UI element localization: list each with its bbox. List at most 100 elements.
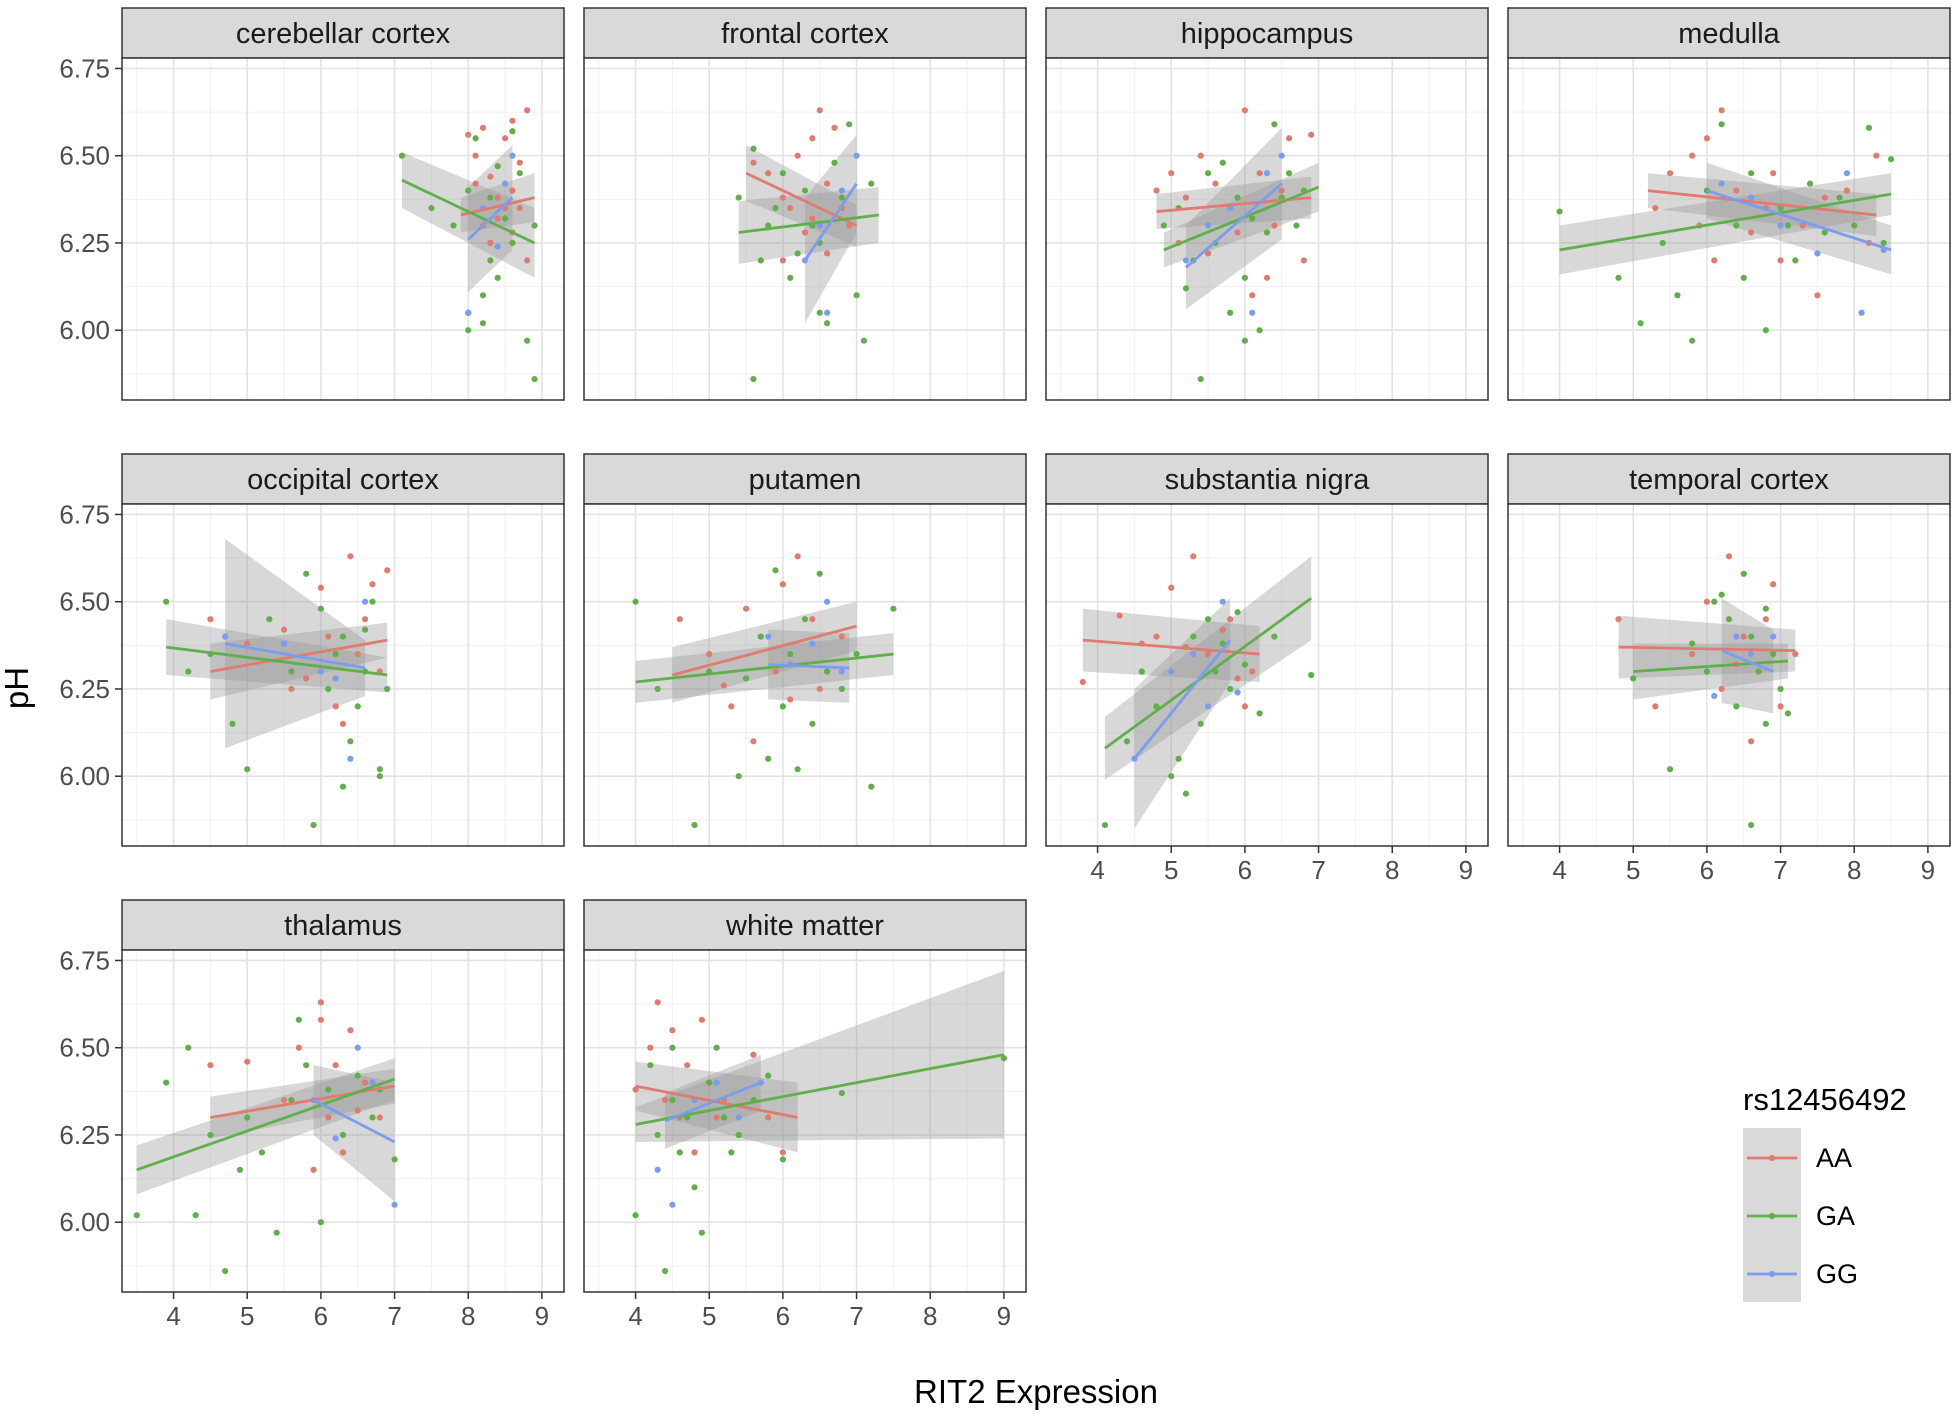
facet-strip-label: medulla bbox=[1678, 18, 1780, 50]
data-point-AA bbox=[1219, 626, 1226, 633]
data-point-AA bbox=[1204, 250, 1212, 257]
data-point-GG bbox=[1190, 650, 1197, 658]
data-point-AA bbox=[816, 685, 823, 693]
data-point-GA bbox=[838, 1089, 845, 1097]
data-point-AA bbox=[280, 626, 288, 633]
data-point-GA bbox=[303, 570, 310, 577]
facet-cerebellar-cortex: cerebellar cortex bbox=[121, 7, 565, 401]
data-point-AA bbox=[1777, 703, 1784, 710]
data-point-GA bbox=[1241, 661, 1248, 668]
data-point-GA bbox=[362, 626, 369, 633]
confidence-band-GA bbox=[401, 152, 535, 278]
data-point-AA bbox=[1718, 107, 1725, 114]
panel-border bbox=[583, 949, 1027, 1293]
data-point-GG bbox=[317, 668, 324, 675]
facet-strip bbox=[583, 453, 1027, 505]
data-point-AA bbox=[1168, 170, 1175, 177]
data-point-GA bbox=[376, 766, 383, 773]
legend-label-AA: AA bbox=[1816, 1143, 1852, 1173]
data-point-GA bbox=[1197, 720, 1204, 727]
data-point-GA bbox=[501, 215, 509, 222]
data-point-GG bbox=[1748, 650, 1755, 658]
facet-strip bbox=[121, 453, 565, 505]
data-point-GA bbox=[1777, 685, 1784, 693]
data-point-GA bbox=[339, 633, 347, 640]
data-point-GA bbox=[1101, 821, 1109, 829]
x-tick-label: 7 bbox=[849, 1301, 863, 1331]
plot-background bbox=[1046, 58, 1488, 400]
data-point-GA bbox=[1241, 274, 1248, 281]
data-point-GA bbox=[494, 163, 501, 170]
confidence-band-GA bbox=[1559, 173, 1892, 275]
data-point-AA bbox=[1748, 229, 1755, 236]
facet-strip-label: frontal cortex bbox=[721, 18, 889, 50]
data-point-GA bbox=[1271, 633, 1278, 640]
confidence-band-GG bbox=[1721, 598, 1774, 714]
data-point-GA bbox=[1234, 609, 1241, 616]
data-point-GA bbox=[244, 766, 251, 773]
x-tick-label: 6 bbox=[1700, 855, 1714, 885]
facet-white-matter: white matter bbox=[583, 899, 1027, 1293]
data-point-GA bbox=[1718, 591, 1725, 598]
data-point-GA bbox=[794, 250, 801, 257]
data-point-GA bbox=[192, 1212, 199, 1219]
data-point-AA bbox=[369, 581, 376, 588]
confidence-band-AA bbox=[210, 1068, 395, 1139]
data-point-GG bbox=[1777, 222, 1784, 229]
fit-line-GA bbox=[1104, 597, 1313, 750]
legend-title: rs12456492 bbox=[1743, 1082, 1907, 1117]
data-point-GG bbox=[1843, 170, 1850, 177]
data-point-GA bbox=[1263, 229, 1271, 236]
data-point-GA bbox=[317, 605, 324, 612]
x-tick-label: 7 bbox=[387, 1301, 401, 1331]
data-point-GA bbox=[384, 685, 391, 693]
data-point-GA bbox=[632, 598, 639, 605]
data-point-GA bbox=[185, 1044, 192, 1051]
data-point-GA bbox=[229, 720, 236, 727]
data-point-GA bbox=[1308, 671, 1315, 679]
facet-strip-label: thalamus bbox=[284, 910, 402, 942]
data-point-AA bbox=[501, 135, 509, 142]
data-point-AA bbox=[1770, 581, 1777, 588]
y-axis-title: pH bbox=[0, 667, 35, 709]
data-point-GG bbox=[280, 640, 288, 647]
data-point-GA bbox=[1718, 121, 1725, 128]
data-point-GG bbox=[509, 152, 516, 159]
y-tick-label: 6.25 bbox=[59, 228, 110, 258]
data-point-GA bbox=[1286, 170, 1293, 177]
data-point-GA bbox=[1138, 668, 1145, 675]
data-point-GG bbox=[362, 598, 369, 605]
data-point-GA bbox=[1659, 239, 1666, 247]
data-point-AA bbox=[691, 1149, 698, 1156]
data-point-AA bbox=[632, 1086, 639, 1093]
data-point-GA bbox=[735, 194, 742, 201]
data-point-AA bbox=[332, 703, 339, 710]
x-tick-label: 9 bbox=[1459, 855, 1473, 885]
fit-line-GG bbox=[1721, 649, 1774, 673]
data-point-AA bbox=[332, 1062, 339, 1069]
data-point-GA bbox=[509, 128, 516, 135]
data-point-AA bbox=[384, 567, 391, 574]
data-point-AA bbox=[465, 131, 472, 138]
data-point-AA bbox=[676, 616, 683, 623]
data-point-GA bbox=[1762, 327, 1769, 334]
plot-background bbox=[1508, 504, 1950, 846]
data-point-AA bbox=[347, 1027, 354, 1034]
panel-border bbox=[1507, 57, 1951, 401]
data-point-GA bbox=[1249, 215, 1256, 222]
data-point-AA bbox=[1652, 204, 1659, 212]
x-tick-label: 4 bbox=[166, 1301, 180, 1331]
data-point-GA bbox=[317, 1219, 324, 1226]
facet-strip bbox=[121, 7, 565, 59]
legend-key-point-AA bbox=[1768, 1154, 1776, 1162]
data-point-GA bbox=[163, 1079, 170, 1086]
data-point-AA bbox=[288, 685, 295, 693]
legend-key-point-GG bbox=[1768, 1270, 1776, 1278]
data-point-AA bbox=[1666, 170, 1674, 177]
data-point-AA bbox=[317, 1016, 324, 1023]
data-point-AA bbox=[479, 124, 487, 131]
data-point-GA bbox=[1227, 685, 1234, 693]
data-point-GA bbox=[1725, 616, 1733, 623]
data-point-GA bbox=[1293, 222, 1300, 229]
panel-border bbox=[583, 503, 1027, 847]
